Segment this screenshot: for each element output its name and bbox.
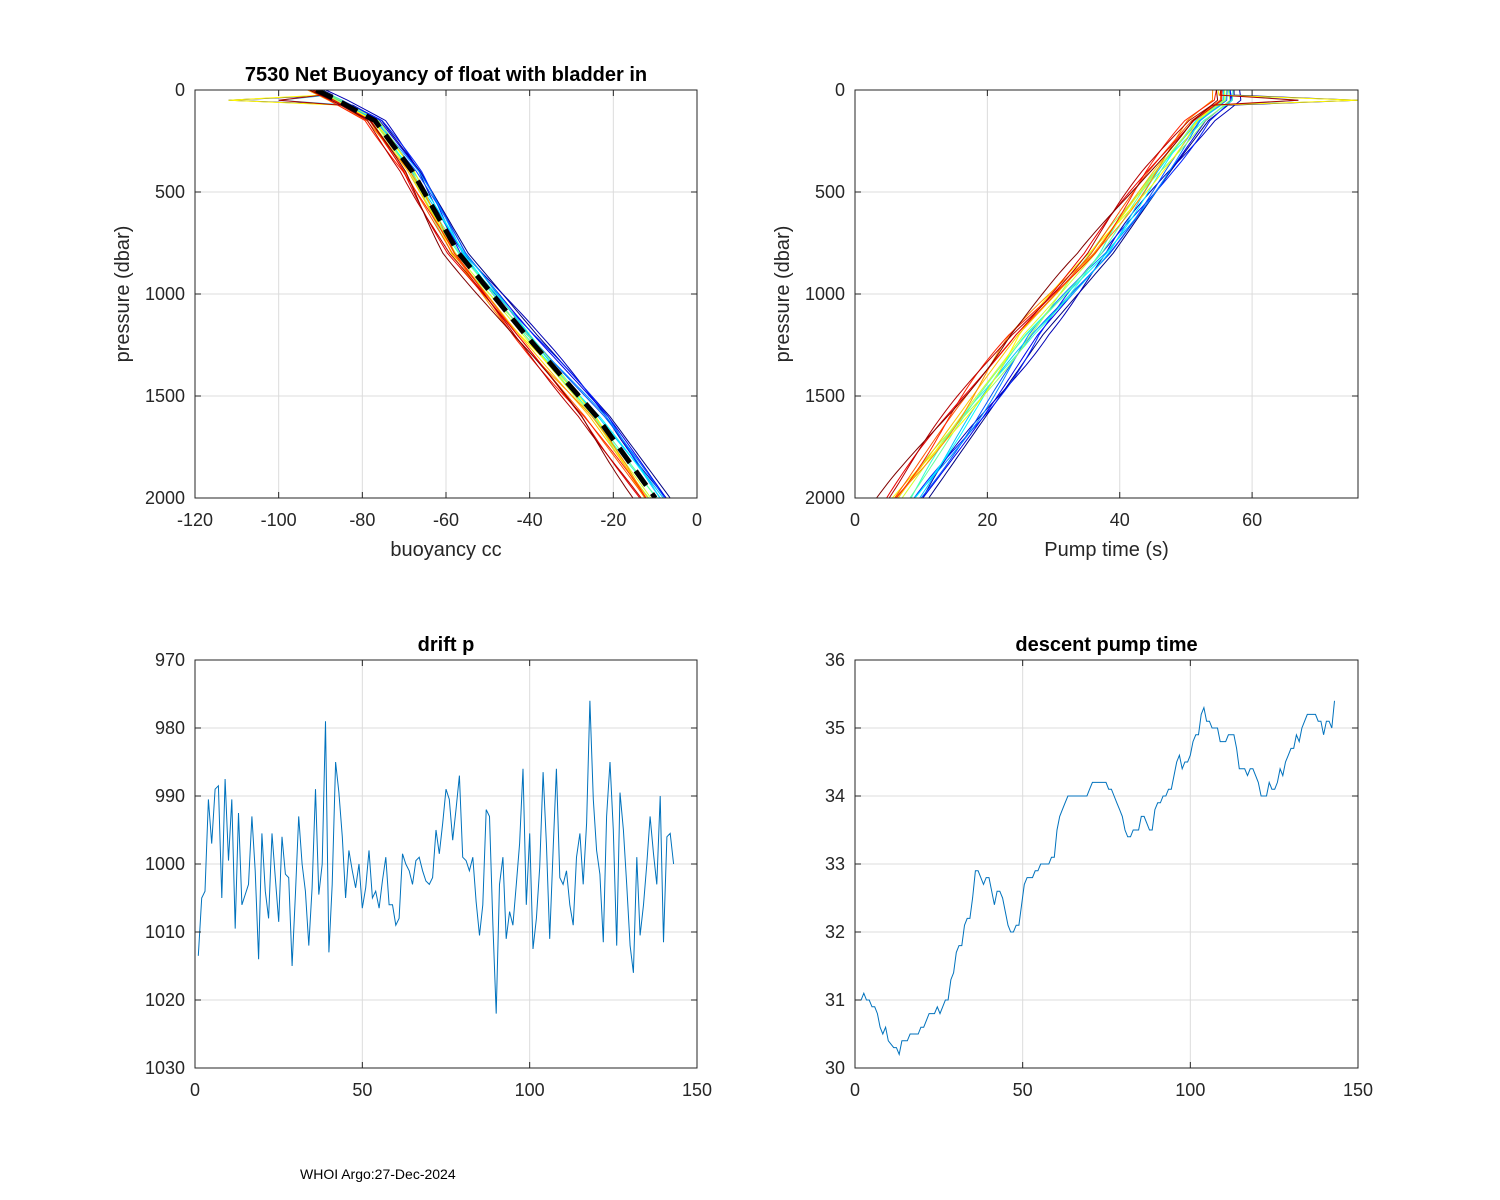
chart-title: 7530 Net Buoyancy of float with bladder …: [245, 64, 647, 86]
profile-group: [228, 90, 671, 498]
y-tick-label: 1020: [145, 990, 185, 1010]
y-tick-label: 0: [835, 80, 845, 100]
y-tick-label: 1500: [145, 386, 185, 406]
mean-profile-line: [315, 90, 658, 498]
y-tick-label: 1030: [145, 1058, 185, 1078]
y-tick-label: 970: [155, 650, 185, 670]
y-tick-label: 32: [825, 922, 845, 942]
x-tick-label: -60: [433, 510, 459, 530]
y-tick-label: 980: [155, 718, 185, 738]
x-tick-label: 100: [1175, 1080, 1205, 1100]
profile-group: [876, 90, 1358, 498]
profile-line: [309, 90, 634, 498]
x-tick-label: 40: [1110, 510, 1130, 530]
profile-line: [876, 90, 1219, 498]
y-tick-label: 31: [825, 990, 845, 1010]
y-axis-label: pressure (dbar): [772, 226, 794, 363]
profile-line: [278, 90, 642, 498]
y-tick-label: 2000: [805, 488, 845, 508]
buoyancy-panel: -120 -100 -80 -60 -40 -20 0 0 500 1000 1500 2000 753…: [112, 64, 702, 561]
x-tick-label: 0: [190, 1080, 200, 1100]
y-tick-label: 30: [825, 1058, 845, 1078]
y-tick-label: 34: [825, 786, 845, 806]
profile-line: [315, 90, 652, 498]
x-tick-label: 150: [1343, 1080, 1373, 1100]
x-axis-label: buoyancy cc: [390, 539, 501, 561]
footer-stamp: WHOI Argo:27-Dec-2024: [300, 1166, 456, 1182]
x-tick-label: 0: [850, 1080, 860, 1100]
x-axis-label: Pump time (s): [1044, 539, 1168, 561]
x-tick-label: 0: [850, 510, 860, 530]
drift-series-line: [197, 700, 675, 1014]
y-tick-label: 1000: [805, 284, 845, 304]
descent-panel: 0 50 100 150 30 31 32 33 34 35 36 descent pump time: [825, 634, 1373, 1100]
x-tick-label: -80: [349, 510, 375, 530]
x-tick-label: 20: [977, 510, 997, 530]
chart-title: descent pump time: [1015, 634, 1197, 656]
profile-line: [892, 90, 1358, 498]
profile-line: [922, 90, 1242, 498]
x-tick-label: -120: [177, 510, 213, 530]
pumptime-panel: 0 20 40 60 0 500 1000 1500 2000 Pump time (s) pres…: [772, 80, 1359, 561]
drift-panel: 0 50 100 150 970 980 990 1000 1010 1020 1030 drift …: [145, 634, 712, 1100]
x-tick-label: 50: [352, 1080, 372, 1100]
profile-line: [319, 90, 667, 498]
y-tick-label: 0: [175, 80, 185, 100]
x-tick-label: 60: [1242, 510, 1262, 530]
y-axis-label: pressure (dbar): [112, 226, 134, 363]
x-tick-label: 0: [692, 510, 702, 530]
y-tick-label: 500: [815, 182, 845, 202]
profile-line: [894, 90, 1214, 498]
x-tick-label: -40: [517, 510, 543, 530]
y-tick-label: 1000: [145, 284, 185, 304]
y-tick-label: 1000: [145, 854, 185, 874]
chart-title: drift p: [418, 634, 475, 656]
x-tick-label: 100: [515, 1080, 545, 1100]
y-tick-label: 33: [825, 854, 845, 874]
y-tick-label: 35: [825, 718, 845, 738]
profile-line: [913, 90, 1225, 498]
profile-line: [307, 90, 647, 498]
profile-line: [888, 90, 1299, 498]
y-tick-label: 1010: [145, 922, 185, 942]
descent-series-line: [858, 700, 1335, 1057]
y-tick-label: 1500: [805, 386, 845, 406]
profile-line: [901, 90, 1225, 498]
y-tick-label: 500: [155, 182, 185, 202]
y-tick-label: 2000: [145, 488, 185, 508]
x-tick-label: 150: [682, 1080, 712, 1100]
x-tick-label: -20: [600, 510, 626, 530]
y-tick-label: 36: [825, 650, 845, 670]
y-tick-label: 990: [155, 786, 185, 806]
x-tick-label: -100: [261, 510, 297, 530]
x-tick-label: 50: [1013, 1080, 1033, 1100]
profile-line: [309, 90, 647, 498]
